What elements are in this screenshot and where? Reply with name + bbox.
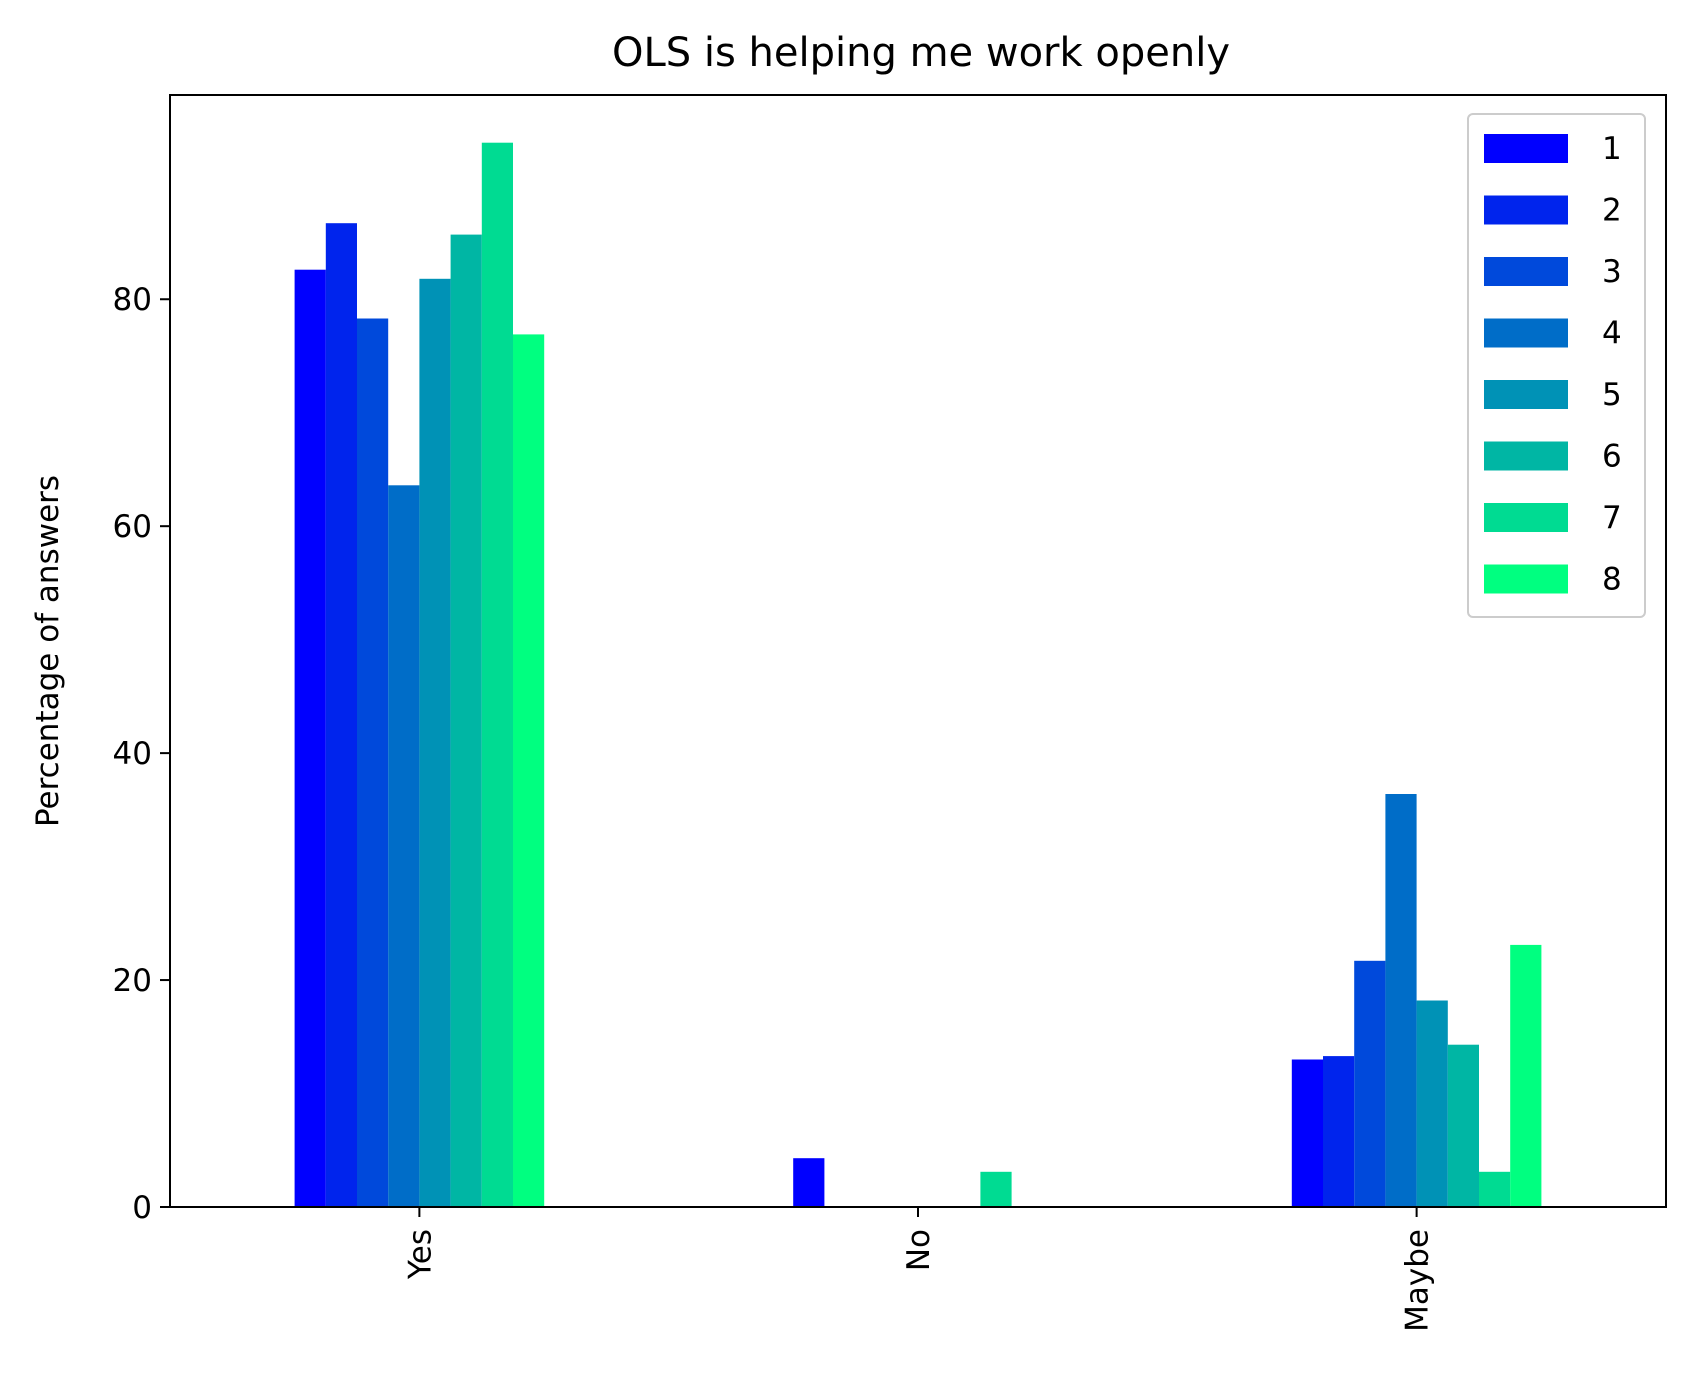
bar-maybe-series-6 xyxy=(1447,1044,1479,1207)
x-axis: Yes No Maybe xyxy=(402,1207,1436,1332)
legend-box xyxy=(1467,113,1646,618)
bar-no-series-7 xyxy=(980,1171,1012,1207)
legend-label-1: 1 xyxy=(1602,131,1622,167)
legend-swatch-3 xyxy=(1484,257,1568,286)
bar-maybe-series-3 xyxy=(1354,960,1386,1207)
bar-yes-series-7 xyxy=(481,142,513,1208)
y-tick-label: 20 xyxy=(113,963,152,999)
legend-label-7: 7 xyxy=(1602,500,1622,536)
bar-maybe-series-5 xyxy=(1416,1000,1448,1207)
chart-title: OLS is helping me work openly xyxy=(612,30,1230,76)
bar-yes-series-5 xyxy=(419,278,451,1207)
y-axis: 0 20 40 60 80 xyxy=(113,282,170,1226)
bar-no-series-1 xyxy=(793,1158,825,1207)
bar-yes-series-8 xyxy=(513,334,545,1207)
y-tick-label: 80 xyxy=(113,282,152,318)
legend-swatch-2 xyxy=(1484,195,1568,225)
legend-swatch-8 xyxy=(1484,564,1568,594)
y-tick-label: 40 xyxy=(113,736,152,772)
x-tick-label-no: No xyxy=(901,1229,937,1271)
y-tick-label: 60 xyxy=(113,509,152,545)
legend-swatch-1 xyxy=(1484,134,1568,163)
y-tick-label: 0 xyxy=(132,1190,152,1226)
bar-maybe-series-4 xyxy=(1385,794,1417,1207)
bar-yes-series-6 xyxy=(450,234,482,1208)
legend-swatch-5 xyxy=(1484,380,1568,409)
legend: 1 2 3 4 5 6 7 8 xyxy=(1467,113,1646,618)
bar-maybe-series-7 xyxy=(1479,1171,1511,1207)
legend-label-2: 2 xyxy=(1602,193,1622,229)
legend-label-5: 5 xyxy=(1602,377,1622,413)
legend-label-8: 8 xyxy=(1602,562,1622,598)
bars-group xyxy=(294,142,1542,1208)
bar-yes-series-2 xyxy=(325,223,357,1207)
bar-yes-series-1 xyxy=(294,269,326,1207)
bar-yes-series-4 xyxy=(388,485,420,1207)
x-tick-label-maybe: Maybe xyxy=(1400,1229,1436,1332)
bar-maybe-series-1 xyxy=(1291,1059,1323,1207)
legend-label-3: 3 xyxy=(1602,254,1622,290)
y-axis-label: Percentage of answers xyxy=(30,475,66,827)
legend-label-4: 4 xyxy=(1602,316,1622,352)
bar-yes-series-3 xyxy=(357,318,389,1207)
legend-swatch-7 xyxy=(1484,503,1568,532)
bar-maybe-series-8 xyxy=(1510,944,1542,1207)
legend-swatch-6 xyxy=(1484,441,1568,471)
legend-label-6: 6 xyxy=(1602,439,1622,475)
x-tick-label-yes: Yes xyxy=(402,1229,438,1280)
legend-swatch-4 xyxy=(1484,318,1568,348)
bar-maybe-series-2 xyxy=(1323,1056,1355,1207)
